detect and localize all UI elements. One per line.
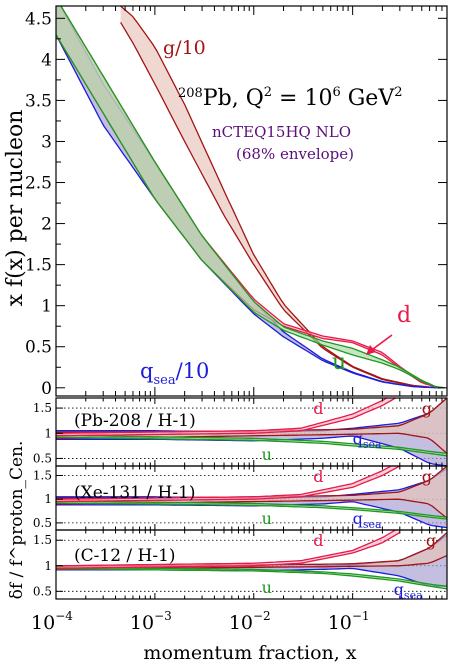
q2-value-exponent: 6 [332, 85, 340, 100]
label-sea-q: q [140, 359, 153, 383]
ratio0-upper-d [56, 398, 389, 434]
main-lower-g-10 [120, 22, 442, 389]
ratio0-band-d [56, 398, 396, 436]
ratio1-upper-d [56, 466, 393, 500]
ratio-panel-2: 0.5 1 1.5 d u qsea g [33, 529, 448, 602]
ratio0-label-u: u [262, 445, 272, 464]
ratio2-label-u: u [262, 578, 272, 597]
ratio0-bands [56, 398, 447, 466]
down-arrow-head [366, 345, 376, 355]
main-bands [56, 6, 445, 389]
ratio0-ytick-label: 0.5 [33, 451, 52, 465]
ratio1-label-u: u [262, 509, 272, 528]
ratio-title-c: (C-12 / H-1) [74, 546, 176, 566]
unit-exponent: 2 [394, 85, 402, 100]
main-ytick-label: 2.5 [25, 174, 52, 194]
ratio-panels: 0.5 1 1.5 d u qsea g 0.5 1 1.5 d u qsea g 0.5 1 1.5 d u qse… [33, 397, 448, 602]
main-band-d [56, 6, 445, 388]
ratio0-lower-u [56, 436, 447, 457]
main-frame [55, 5, 448, 397]
main-ytick-label: 0 [41, 379, 52, 399]
main-ytick-label: 4.5 [25, 9, 52, 29]
ratio1-label-q-sea: qsea [353, 509, 382, 531]
x-tick-label: 10−1 [328, 609, 370, 634]
ratio1-lower-u [56, 502, 447, 520]
ratio1-ytick-label: 0.5 [33, 516, 52, 530]
annotation-nucleus: 208Pb, Q2 = 106 GeV2 [178, 85, 403, 111]
x-axis-label: momentum fraction, x [143, 642, 356, 664]
main-upper-q-sea-10 [59, 6, 442, 389]
main-upper-g-10 [120, 6, 442, 389]
nucleus-mass: 208 [178, 86, 203, 101]
ratio1-band-d [56, 466, 400, 502]
main-ytick-label: 3.5 [25, 91, 52, 111]
ratio-panel-1: 0.5 1 1.5 d u qsea g [33, 465, 448, 531]
ratio1-label-d: d [313, 467, 323, 486]
q2-value: = 10 [272, 86, 332, 111]
ratio0-upper-u [56, 434, 447, 455]
x-tick-label: 10−2 [229, 609, 271, 634]
label-sea-sub: sea [153, 373, 175, 388]
ratio0-label-g: g [422, 399, 432, 418]
main-ytick-label: 3 [41, 132, 52, 152]
ratio0-label-d: d [313, 399, 323, 418]
y-axis-label: x f(x) per nucleon [3, 110, 28, 307]
envelope-note: (68% envelope) [236, 145, 354, 163]
main-upper-u [60, 6, 445, 389]
main-lower-u [56, 34, 445, 389]
main-panel: 0 0.5 1 1.5 2 2.5 3 3.5 4 4.5 [25, 5, 448, 399]
ratio-y-label-text: δf / f^proton_Cen. [7, 441, 27, 600]
set-name: nCTEQ15HQ NLO [212, 123, 351, 141]
ratio0-label-q-sea: qsea [353, 429, 382, 451]
main-ytick-label: 2 [41, 215, 52, 235]
ratio1-lower-d [56, 466, 401, 503]
x-tick-label: 10−3 [130, 609, 172, 634]
nucleus-symbol: Pb, Q [203, 86, 264, 111]
ratio2-lower-d [56, 532, 401, 569]
label-down: d [397, 303, 411, 328]
main-ytick-label: 1.5 [25, 256, 52, 276]
main-lower-q-sea-10 [56, 34, 442, 389]
main-ytick-label: 1 [41, 297, 52, 317]
label-sea: qsea/10 [140, 359, 209, 388]
ratio2-bands [56, 530, 447, 592]
label-up: u [332, 350, 346, 375]
ratio-y-label: δf / f^proton_Cen. [7, 441, 27, 600]
main-band-u [56, 6, 445, 388]
ratio2-ytick-label: 1 [44, 559, 52, 573]
ratio2-frame [55, 529, 448, 600]
ratio2-ytick-label: 0.5 [33, 584, 52, 598]
label-gluon: g/10 [163, 37, 206, 59]
ratio0-lower-d [56, 398, 397, 437]
ratio2-upper-d [56, 530, 397, 567]
ratio1-bands [56, 466, 447, 529]
ratio2-label-d: d [313, 531, 323, 550]
main-ytick-label: 4 [41, 50, 52, 70]
ratio-panel-0: 0.5 1 1.5 d u qsea g [33, 397, 448, 467]
ratio1-label-g: g [422, 467, 432, 486]
label-sea-tail: /10 [176, 359, 210, 383]
ratio-title-pb: (Pb-208 / H-1) [74, 411, 196, 431]
ratio0-ytick-label: 1 [44, 426, 52, 440]
ratio2-label-g: g [426, 531, 436, 550]
ratio0-ytick-label: 1.5 [33, 401, 52, 415]
ratio2-lower-u [56, 568, 447, 590]
q2-exponent: 2 [264, 85, 272, 100]
ratio1-ytick-label: 1 [44, 492, 52, 506]
main-band-q-sea-10 [56, 6, 442, 388]
main-upper-d [60, 6, 445, 389]
q2-unit: GeV [341, 86, 396, 111]
ratio1-ytick-label: 1.5 [33, 468, 52, 482]
ratio-title-xe: (Xe-131 / H-1) [74, 483, 196, 503]
x-tick-label: 10−4 [31, 609, 73, 634]
ratio2-ytick-label: 1.5 [33, 533, 52, 547]
ratio1-upper-u [56, 500, 447, 518]
ratio2-label-q-sea: qsea [394, 580, 423, 602]
main-ytick-label: 0.5 [25, 338, 52, 358]
